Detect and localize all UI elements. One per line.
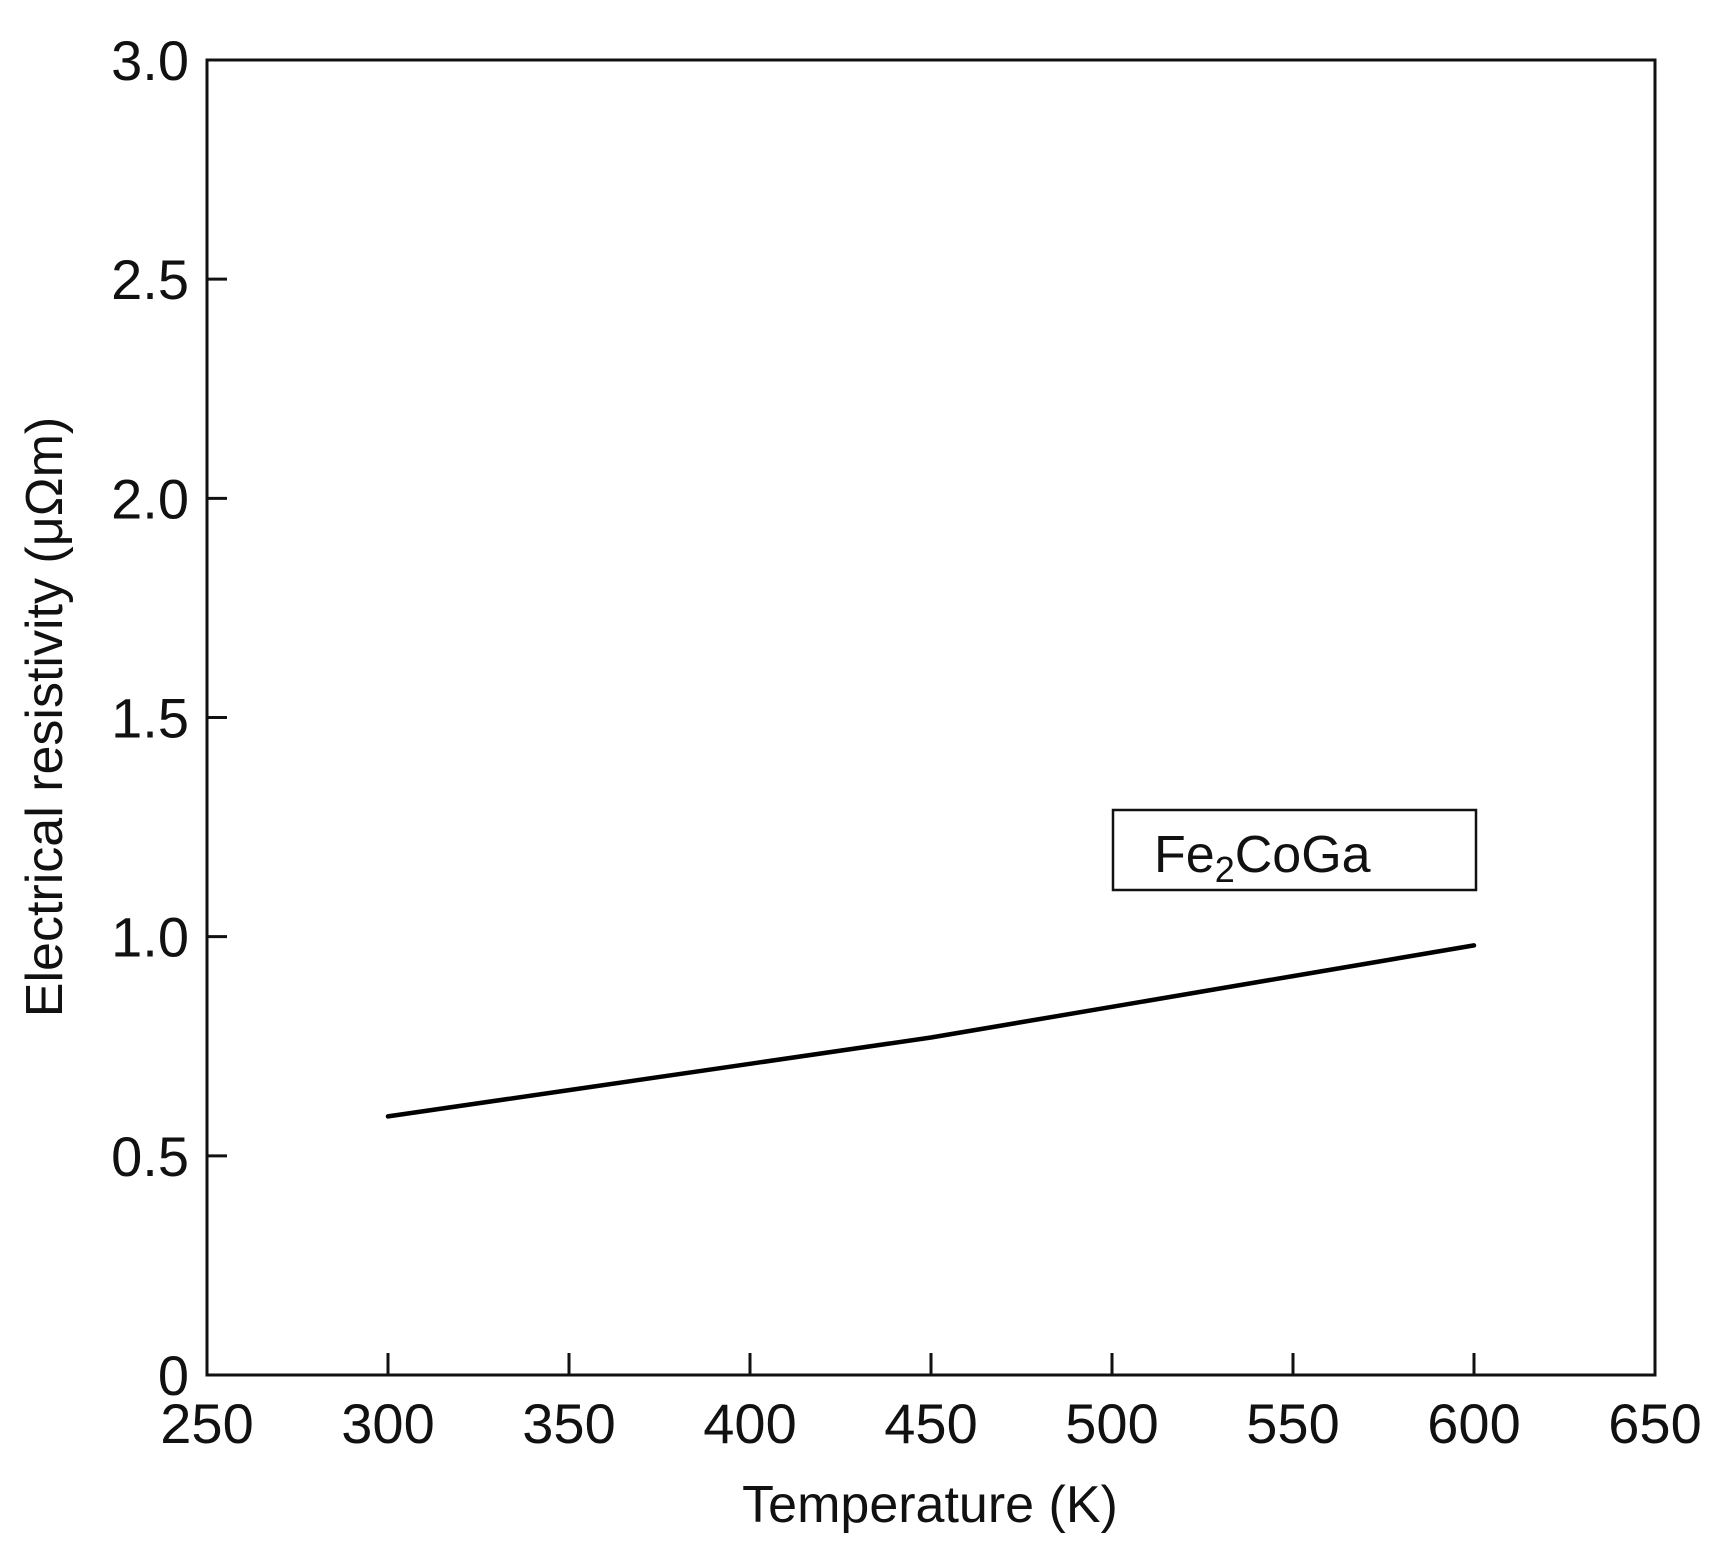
legend-label-rest: CoGa bbox=[1235, 826, 1371, 884]
y-tick-label: 2.0 bbox=[111, 467, 189, 530]
series-layer bbox=[385, 943, 1477, 1119]
x-tick-label: 250 bbox=[160, 1392, 253, 1455]
series-line bbox=[385, 943, 1477, 1119]
x-tick-label: 650 bbox=[1608, 1392, 1701, 1455]
x-tick-label: 550 bbox=[1246, 1392, 1339, 1455]
y-tick-label: 1.0 bbox=[111, 906, 189, 969]
plot-frame bbox=[205, 58, 1657, 1377]
x-tick-label: 400 bbox=[703, 1392, 796, 1455]
x-tick-label: 350 bbox=[522, 1392, 615, 1455]
y-tick-label: 1.5 bbox=[111, 687, 189, 750]
y-tick-label: 0 bbox=[158, 1344, 189, 1407]
x-tick-label: 600 bbox=[1427, 1392, 1520, 1455]
legend-label: Fe2CoGa bbox=[1154, 826, 1371, 890]
legend-label-base: Fe bbox=[1154, 826, 1215, 884]
y-tick-label: 2.5 bbox=[111, 248, 189, 311]
x-axis-title: Temperature (K) bbox=[742, 1476, 1118, 1534]
y-tick-label: 0.5 bbox=[111, 1125, 189, 1188]
x-tick-label: 450 bbox=[884, 1392, 977, 1455]
y-axis-title: Electrical resistivity (μΩm) bbox=[16, 417, 74, 1017]
y-tick-label: 3.0 bbox=[111, 29, 189, 92]
x-tick-label: 300 bbox=[341, 1392, 434, 1455]
y-axis: 0 0.5 1.0 1.5 2.0 2.5 3.0 bbox=[111, 29, 227, 1407]
legend-box bbox=[1111, 808, 1478, 892]
x-axis: 250 300 350 400 450 500 550 600 650 bbox=[160, 1353, 1702, 1455]
legend: Fe2CoGa bbox=[1111, 808, 1478, 892]
legend-label-subscript: 2 bbox=[1215, 849, 1235, 890]
x-tick-label: 500 bbox=[1065, 1392, 1158, 1455]
